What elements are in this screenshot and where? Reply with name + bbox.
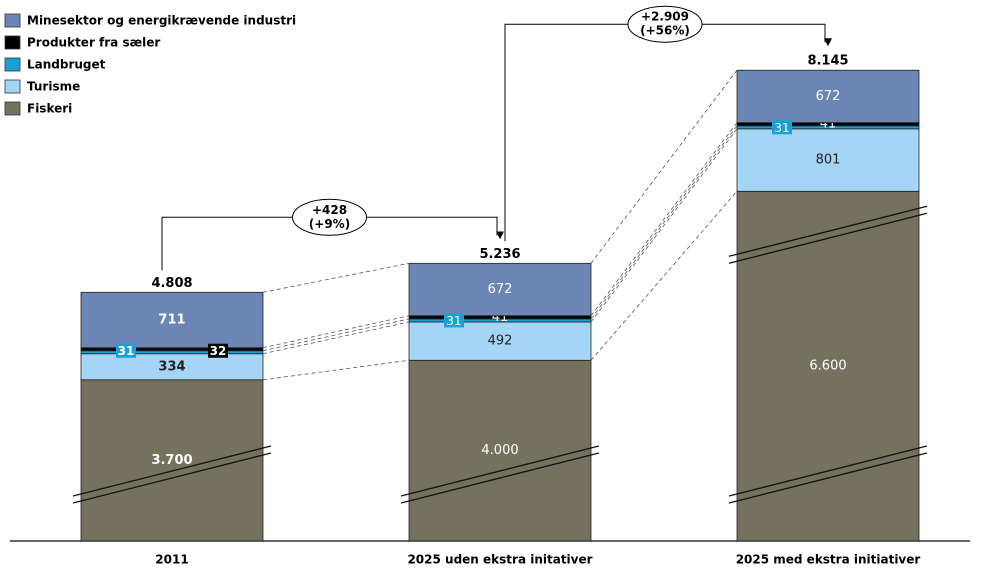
axis-break: [728, 205, 928, 257]
legend-label: Minesektor og energikrævende industri: [27, 14, 296, 28]
legend-swatch: [4, 13, 21, 28]
data-label: 6.600: [809, 359, 846, 374]
data-label: 672: [488, 282, 513, 297]
bar-segment: [80, 350, 264, 355]
data-label: 711: [158, 313, 185, 328]
bar-segment: [408, 359, 592, 542]
connector-line: [590, 128, 738, 323]
label-box: [116, 343, 136, 358]
connector-line: [262, 262, 410, 293]
legend-swatch: [4, 57, 21, 72]
connector-line: [262, 321, 410, 355]
data-label: 4.000: [481, 443, 518, 458]
bar-segment: [80, 347, 264, 352]
axis-break: [72, 452, 272, 504]
legend-label: Produkter fra sæler: [27, 36, 160, 50]
data-label: 31: [774, 121, 789, 135]
bar-segment: [736, 69, 920, 124]
label-box: [444, 313, 464, 328]
data-label: 32: [210, 344, 227, 358]
legend-swatch: [4, 35, 21, 50]
axis-break: [400, 445, 600, 497]
bar-segment: [80, 379, 264, 542]
connector-line: [262, 359, 410, 381]
axis-break: [728, 212, 928, 264]
legend-swatch: [4, 79, 21, 94]
bar-segment: [736, 128, 920, 192]
data-label: 672: [816, 89, 841, 104]
x-tick-label: 2025 uden ekstra initativer: [407, 553, 592, 567]
axis-break: [728, 445, 928, 497]
annotation-text: (+56%): [640, 24, 690, 38]
connector-line: [590, 122, 738, 316]
annotation-text: +428: [312, 203, 347, 217]
x-tick-label: 2011: [155, 553, 188, 567]
annotation-bubble: [627, 5, 703, 43]
connector-line: [262, 315, 410, 349]
connector-line: [262, 318, 410, 352]
label-box: [772, 120, 792, 135]
connector-line: [590, 69, 738, 264]
data-label: 3.700: [151, 453, 192, 468]
total-label: 5.236: [479, 247, 520, 262]
data-label: 801: [816, 153, 841, 168]
data-label: 334: [158, 359, 185, 374]
bar-segment: [408, 321, 592, 361]
x-tick-label: 2025 med ekstra initiativer: [736, 553, 921, 567]
total-label: 8.145: [807, 54, 848, 69]
data-label: 31: [446, 314, 461, 328]
annotation-bubble: [292, 198, 367, 236]
legend-label: Landbruget: [27, 58, 106, 72]
legend-swatch: [4, 101, 21, 116]
label-box: [208, 343, 228, 358]
connector-line: [590, 191, 738, 361]
total-label: 4.808: [151, 276, 192, 291]
annotation-text: +2.909: [641, 10, 689, 24]
annotation-text: (+9%): [309, 217, 350, 231]
axis-break: [400, 452, 600, 504]
connector-line: [590, 125, 738, 320]
bar-segment: [80, 291, 264, 349]
legend-label: Turisme: [27, 80, 80, 94]
axis-break: [728, 452, 928, 504]
axis-break: [72, 445, 272, 497]
data-label: 492: [488, 334, 513, 349]
data-label: 31: [118, 344, 135, 358]
legend-label: Fiskeri: [27, 102, 72, 116]
bar-segment: [408, 262, 592, 317]
